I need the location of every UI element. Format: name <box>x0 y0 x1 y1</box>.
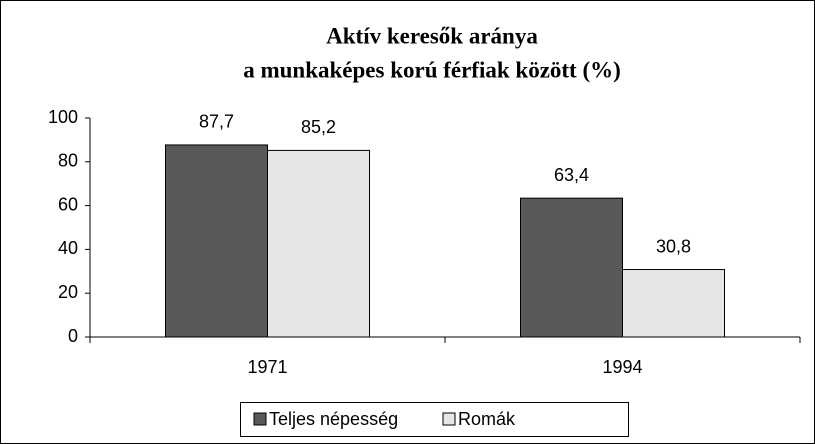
y-tick-label: 100 <box>48 107 78 127</box>
y-tick-label: 80 <box>58 151 78 171</box>
y-tick-label: 20 <box>58 282 78 302</box>
value-label: 30,8 <box>656 236 691 256</box>
legend-box <box>240 402 629 437</box>
bar <box>267 149 370 338</box>
y-tick-label: 40 <box>58 238 78 258</box>
legend-swatch <box>442 412 456 426</box>
chart-title: a munkaképes korú férfiak között (%) <box>243 57 621 82</box>
y-tick-label: 0 <box>68 326 78 346</box>
legend-swatch <box>253 412 267 426</box>
chart-title: Aktív keresők aránya <box>326 23 538 48</box>
value-label: 87,7 <box>199 112 234 132</box>
y-tick-label: 60 <box>58 194 78 214</box>
bar <box>520 197 623 338</box>
x-tick-label: 1971 <box>247 357 287 377</box>
legend-label: Romák <box>458 409 516 429</box>
x-tick-label: 1994 <box>602 357 642 377</box>
value-label: 85,2 <box>301 117 336 137</box>
legend-label: Teljes népesség <box>269 409 398 429</box>
bar <box>622 269 725 338</box>
bar <box>165 144 268 338</box>
value-label: 63,4 <box>554 165 589 185</box>
